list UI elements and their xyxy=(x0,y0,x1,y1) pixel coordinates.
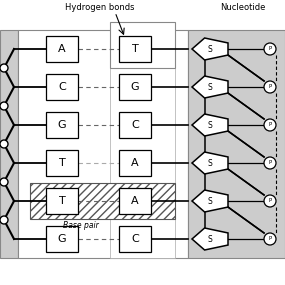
Bar xyxy=(46,226,78,252)
Bar xyxy=(46,188,78,214)
Circle shape xyxy=(264,233,276,245)
Bar xyxy=(110,22,175,68)
Text: A: A xyxy=(131,196,139,206)
Text: S: S xyxy=(208,196,212,205)
Bar xyxy=(110,30,175,258)
Bar xyxy=(46,36,78,62)
Bar xyxy=(46,150,78,176)
Circle shape xyxy=(264,43,276,55)
Text: P: P xyxy=(268,237,272,241)
Circle shape xyxy=(0,216,8,224)
Circle shape xyxy=(264,119,276,131)
Text: Nucleotide: Nucleotide xyxy=(220,3,266,13)
Bar xyxy=(30,183,175,219)
Polygon shape xyxy=(192,38,228,60)
Polygon shape xyxy=(192,76,228,98)
Polygon shape xyxy=(192,190,228,212)
Bar xyxy=(46,74,78,100)
Text: A: A xyxy=(58,44,66,54)
Bar xyxy=(188,30,285,258)
Bar xyxy=(119,150,151,176)
Text: G: G xyxy=(58,234,66,244)
Polygon shape xyxy=(192,114,228,136)
Polygon shape xyxy=(192,228,228,250)
Text: T: T xyxy=(132,44,139,54)
Text: P: P xyxy=(268,46,272,52)
Bar xyxy=(119,226,151,252)
Circle shape xyxy=(0,64,8,72)
Text: Hydrogen bonds: Hydrogen bonds xyxy=(65,3,135,13)
Text: C: C xyxy=(131,120,139,130)
Circle shape xyxy=(264,81,276,93)
Text: G: G xyxy=(58,120,66,130)
Text: C: C xyxy=(58,82,66,92)
Text: S: S xyxy=(208,235,212,243)
Polygon shape xyxy=(192,152,228,174)
Circle shape xyxy=(264,157,276,169)
Text: P: P xyxy=(268,123,272,127)
Bar xyxy=(18,30,188,258)
Text: S: S xyxy=(208,44,212,54)
Text: Base pair: Base pair xyxy=(63,221,99,230)
Text: S: S xyxy=(208,158,212,168)
Circle shape xyxy=(0,140,8,148)
Circle shape xyxy=(0,102,8,110)
Text: P: P xyxy=(268,198,272,203)
Bar xyxy=(119,112,151,138)
Circle shape xyxy=(264,195,276,207)
Bar xyxy=(46,112,78,138)
Bar xyxy=(119,36,151,62)
Text: T: T xyxy=(59,158,65,168)
Text: A: A xyxy=(131,158,139,168)
Text: C: C xyxy=(131,234,139,244)
Text: S: S xyxy=(208,121,212,129)
Circle shape xyxy=(0,178,8,186)
Bar xyxy=(119,74,151,100)
Bar xyxy=(119,188,151,214)
Text: P: P xyxy=(268,84,272,89)
Text: T: T xyxy=(59,196,65,206)
Text: S: S xyxy=(208,82,212,91)
Text: P: P xyxy=(268,160,272,166)
Bar xyxy=(0,30,18,258)
Text: G: G xyxy=(131,82,139,92)
